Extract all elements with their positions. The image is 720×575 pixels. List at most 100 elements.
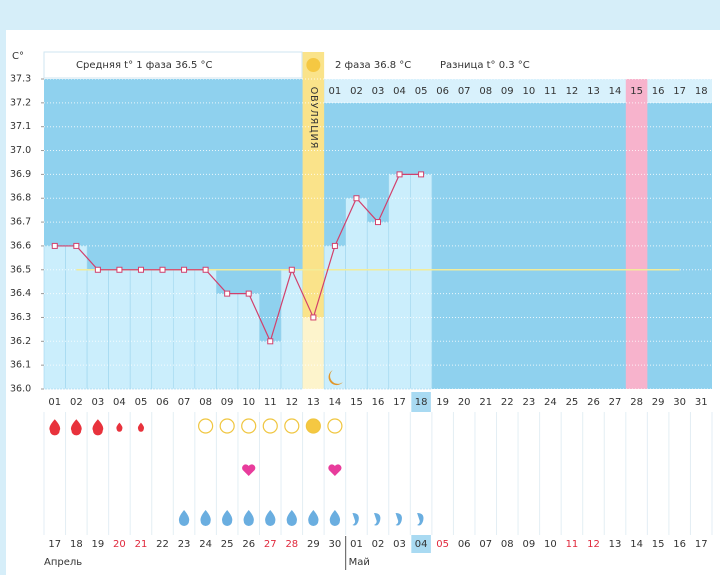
date-label: 10 — [544, 539, 557, 550]
y-tick-label: 37.3 — [10, 74, 31, 85]
blood-icon — [137, 422, 145, 432]
phase2-day: 09 — [501, 86, 514, 97]
temp-point — [267, 338, 274, 345]
phase2-day: 07 — [458, 86, 471, 97]
cervix-icon — [219, 418, 235, 434]
cervix-icon — [284, 418, 300, 434]
temp-column — [323, 245, 346, 390]
x-tick-label: 30 — [673, 397, 686, 408]
phase2-day: 05 — [415, 86, 428, 97]
y-tick-label: 36.9 — [10, 169, 31, 180]
cervix-icon — [305, 418, 321, 434]
x-tick-label: 12 — [285, 397, 298, 408]
x-tick-label: 19 — [436, 397, 449, 408]
date-label: 06 — [458, 539, 471, 550]
mucus-icon — [222, 510, 233, 526]
date-label: 15 — [652, 539, 665, 550]
date-label: 04 — [415, 539, 428, 550]
temp-column — [108, 269, 131, 390]
temp-point — [353, 195, 360, 202]
date-label: 29 — [307, 539, 320, 550]
temp-point — [159, 266, 166, 273]
x-tick-label: 25 — [566, 397, 579, 408]
x-tick-label: 02 — [70, 397, 83, 408]
temp-line — [54, 173, 422, 344]
heart-icon — [242, 464, 256, 476]
phase2-day: 01 — [329, 86, 342, 97]
date-label: 22 — [156, 539, 169, 550]
y-tick-label: 36.7 — [10, 217, 31, 228]
cervix-icon — [262, 418, 278, 434]
date-label: 30 — [329, 539, 342, 550]
temp-column — [410, 174, 433, 390]
cervix-icon — [327, 418, 343, 434]
temp-point — [181, 266, 188, 273]
date-label: 09 — [522, 539, 535, 550]
date-label: 11 — [566, 539, 579, 550]
today-day-bg — [411, 392, 431, 412]
y-tick-label: 36.5 — [10, 264, 31, 275]
y-tick-label: 36.8 — [10, 193, 31, 204]
temp-point — [375, 219, 381, 226]
date-label: 23 — [178, 539, 191, 550]
phase2-day: 11 — [544, 86, 557, 97]
date-label: 16 — [673, 539, 686, 550]
temp-point — [245, 290, 252, 297]
difference: Разница t° 0.3 °C — [440, 60, 530, 71]
x-tick-label: 01 — [48, 397, 61, 408]
y-tick-label: 36.1 — [10, 360, 31, 371]
temp-column — [259, 341, 282, 390]
y-tick-label: 36.6 — [10, 240, 31, 251]
phase2-day: 03 — [372, 86, 385, 97]
phase2-day: 06 — [436, 86, 449, 97]
x-tick-label: 17 — [393, 397, 406, 408]
x-tick-label: 31 — [695, 397, 708, 408]
blood-icon — [49, 419, 61, 436]
month-label: Апрель — [44, 557, 82, 568]
blood-icon — [92, 419, 104, 436]
temp-point — [224, 290, 231, 297]
y-tick-label: 36.3 — [10, 312, 31, 323]
phase2-day: 18 — [695, 86, 708, 97]
cervix-icon — [198, 418, 214, 434]
x-tick-label: 22 — [501, 397, 514, 408]
mucus-icon — [200, 510, 211, 526]
x-tick-label: 03 — [92, 397, 105, 408]
x-tick-label: 08 — [199, 397, 212, 408]
phase1-box — [43, 51, 303, 79]
pink-column — [625, 79, 648, 389]
phase2-day: 16 — [652, 86, 665, 97]
temp-column — [151, 269, 174, 390]
x-tick-label: 13 — [307, 397, 320, 408]
date-label: 17 — [48, 539, 61, 550]
x-tick-label: 06 — [156, 397, 169, 408]
temp-point — [202, 266, 209, 273]
lower-bg — [44, 389, 712, 534]
temp-point — [137, 266, 144, 273]
x-tick-label: 16 — [372, 397, 385, 408]
temp-column — [366, 221, 390, 390]
x-tick-label: 21 — [479, 397, 492, 408]
date-label: 24 — [199, 539, 212, 550]
temp-column — [194, 269, 217, 390]
x-tick-label: 26 — [587, 397, 600, 408]
date-label: 14 — [630, 539, 643, 550]
mucus-icon — [265, 510, 276, 526]
blood-icon — [116, 422, 123, 432]
mucus-icon — [417, 513, 424, 526]
x-tick-label: 24 — [544, 397, 557, 408]
phase2-day: 14 — [609, 86, 622, 97]
mucus-icon — [329, 510, 341, 526]
date-label: 18 — [70, 539, 83, 550]
temp-point — [396, 171, 403, 178]
y-tick-label: 36.4 — [10, 288, 31, 299]
month-label: Май — [349, 557, 370, 568]
x-tick-label: 20 — [458, 397, 471, 408]
date-label: 27 — [264, 539, 277, 550]
date-label: 19 — [92, 539, 105, 550]
temp-column — [86, 269, 109, 390]
temp-column — [388, 174, 411, 390]
date-label: 02 — [372, 539, 385, 550]
ovulation-label: ОВУЛЯЦИЯ — [308, 87, 319, 150]
